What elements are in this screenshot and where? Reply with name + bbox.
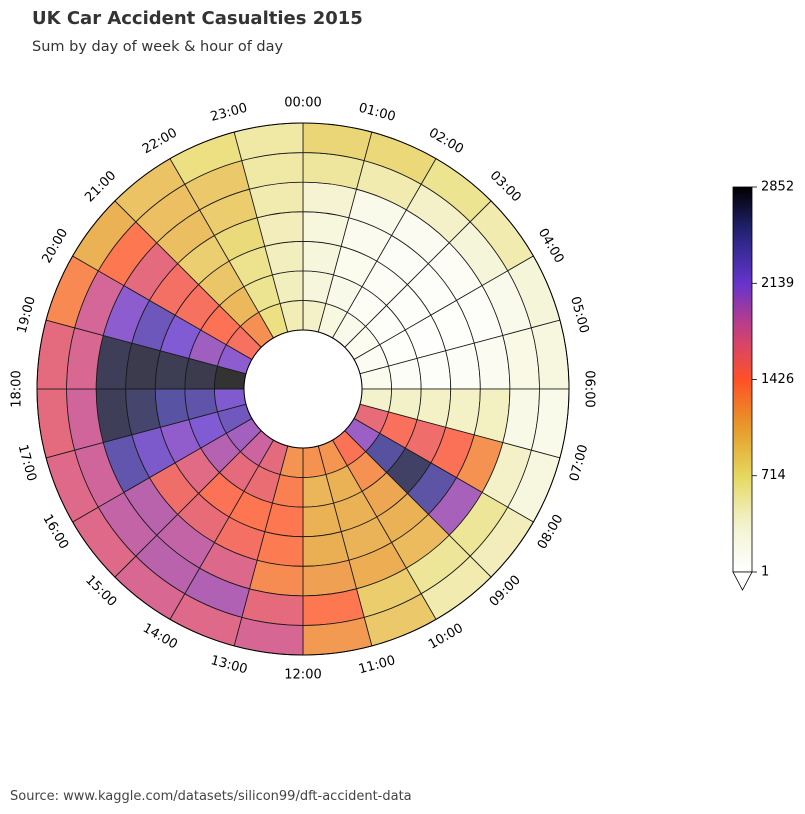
hour-label-13: 13:00 (209, 653, 249, 677)
hour-label-20: 20:00 (39, 226, 71, 266)
hour-label-2: 02:00 (426, 125, 466, 157)
colorbar-extend-min (732, 571, 753, 591)
hour-label-17: 17:00 (15, 443, 39, 483)
heatmap-cell-h18-r3 (125, 342, 161, 390)
hour-label-10: 10:00 (426, 621, 466, 653)
chart-title: UK Car Accident Casualties 2015 (32, 8, 363, 29)
hour-label-7: 07:00 (567, 443, 591, 483)
hour-label-23: 23:00 (209, 101, 249, 125)
hour-label-4: 04:00 (535, 226, 567, 266)
colorbar-tick-label-4: 2852 (761, 180, 794, 195)
colorbar-tick-label-3: 2139 (761, 276, 794, 291)
heatmap-cell-h23-r3 (256, 211, 304, 247)
hour-label-12: 12:00 (284, 668, 321, 683)
colorbar-gradient (732, 186, 753, 573)
colorbar: 1 714 1426 2139 2852 (732, 180, 794, 591)
heatmap-cell-h11-r3 (302, 531, 350, 567)
colorbar-tick-label-1: 714 (761, 468, 786, 483)
heatmap-cell-h17-r3 (125, 388, 161, 436)
hour-label-6: 06:00 (582, 370, 597, 407)
hour-label-9: 09:00 (487, 573, 524, 610)
inner-hole (243, 329, 363, 449)
hour-label-19: 19:00 (15, 295, 39, 335)
hour-label-11: 11:00 (357, 653, 397, 677)
heatmap-cells (36, 122, 570, 656)
hour-label-8: 08:00 (535, 512, 567, 552)
heatmap-cell-h6-r3 (445, 388, 481, 436)
heatmap-cell-h12-r3 (256, 531, 304, 567)
hour-label-22: 22:00 (140, 125, 180, 157)
hour-label-18: 18:00 (10, 370, 25, 407)
hour-label-14: 14:00 (140, 621, 180, 653)
colorbar-tick-label-0: 1 (761, 565, 769, 580)
hour-label-15: 15:00 (82, 573, 119, 610)
hour-label-3: 03:00 (487, 168, 524, 205)
hour-label-21: 21:00 (82, 168, 119, 205)
outer-ring (36, 122, 570, 656)
heatmap-cell-h0-r3 (302, 211, 350, 247)
hour-label-16: 16:00 (39, 512, 71, 552)
hour-label-0: 00:00 (284, 96, 321, 111)
source-note: Source: www.kaggle.com/datasets/silicon9… (10, 789, 412, 804)
hour-spokes (36, 122, 570, 656)
heatmap-cell-h5-r3 (445, 342, 481, 390)
colorbar-tick-label-2: 1426 (761, 372, 794, 387)
hour-label-5: 05:00 (567, 295, 591, 335)
hour-label-1: 01:00 (357, 101, 397, 125)
chart-subtitle: Sum by day of week & hour of day (32, 39, 284, 55)
